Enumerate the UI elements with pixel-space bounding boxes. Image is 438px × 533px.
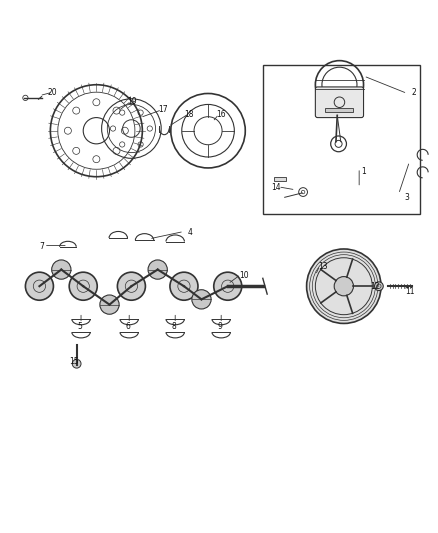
Text: 6: 6 — [126, 322, 131, 332]
Text: 7: 7 — [39, 242, 44, 251]
Text: 11: 11 — [405, 287, 414, 295]
Text: 3: 3 — [405, 193, 410, 202]
Text: 15: 15 — [70, 357, 79, 366]
Circle shape — [117, 272, 145, 300]
Text: 17: 17 — [158, 105, 168, 114]
Text: 5: 5 — [78, 322, 83, 332]
Circle shape — [307, 249, 381, 324]
Text: 2: 2 — [412, 87, 416, 96]
Text: 19: 19 — [127, 97, 137, 106]
Circle shape — [192, 290, 211, 309]
FancyBboxPatch shape — [315, 87, 364, 118]
Circle shape — [52, 260, 71, 279]
Text: 10: 10 — [240, 271, 249, 280]
Bar — [325, 108, 353, 112]
Text: 18: 18 — [184, 110, 194, 118]
Circle shape — [72, 359, 81, 368]
Circle shape — [214, 272, 242, 300]
Circle shape — [170, 272, 198, 300]
Circle shape — [25, 272, 53, 300]
Text: 20: 20 — [48, 87, 57, 96]
Circle shape — [69, 272, 97, 300]
Circle shape — [100, 295, 119, 314]
Text: 13: 13 — [318, 262, 328, 271]
Text: 16: 16 — [216, 110, 226, 118]
Text: 4: 4 — [188, 228, 193, 237]
Bar — [274, 177, 286, 181]
Text: 9: 9 — [218, 322, 223, 332]
Text: 14: 14 — [271, 183, 281, 192]
Text: 8: 8 — [172, 322, 177, 332]
Text: 1: 1 — [361, 166, 366, 175]
Bar — [263, 65, 420, 214]
Text: 12: 12 — [370, 282, 379, 291]
Circle shape — [148, 260, 167, 279]
Circle shape — [374, 282, 383, 290]
Circle shape — [334, 277, 353, 296]
